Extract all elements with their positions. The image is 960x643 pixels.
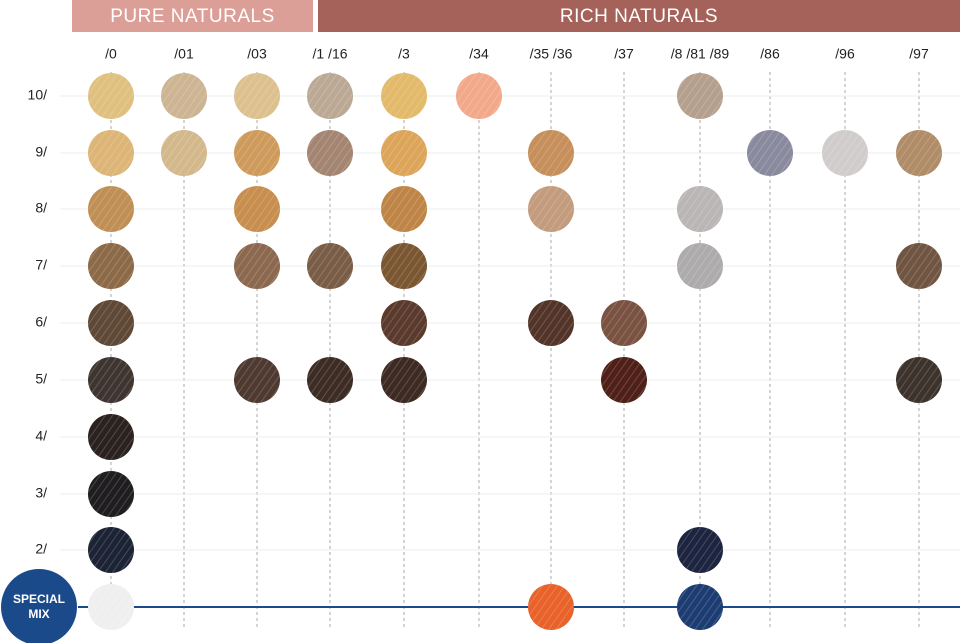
swatch-texture xyxy=(381,186,427,232)
special-label: MIX xyxy=(28,607,49,621)
swatch-texture xyxy=(601,357,647,403)
swatch-texture xyxy=(896,357,942,403)
group-label: PURE NATURALS xyxy=(110,6,275,27)
swatch-texture xyxy=(528,300,574,346)
swatch-texture xyxy=(88,73,134,119)
column-label: /0 xyxy=(105,46,117,62)
swatch-texture xyxy=(307,243,353,289)
swatch-texture xyxy=(381,130,427,176)
swatch-texture xyxy=(88,471,134,517)
column-label: /37 xyxy=(614,46,634,62)
swatch-texture xyxy=(307,73,353,119)
swatch-texture xyxy=(677,584,723,630)
swatch-texture xyxy=(528,130,574,176)
row-label: 8/ xyxy=(35,200,47,216)
special-badge xyxy=(1,569,77,643)
swatch-texture xyxy=(456,73,502,119)
swatch-texture xyxy=(88,243,134,289)
swatch-texture xyxy=(88,130,134,176)
swatch-texture xyxy=(528,584,574,630)
swatch-texture xyxy=(601,300,647,346)
row-label: 9/ xyxy=(35,144,47,160)
swatch-texture xyxy=(896,130,942,176)
swatch-texture xyxy=(88,527,134,573)
swatch-texture xyxy=(381,73,427,119)
group-bar xyxy=(318,0,960,32)
swatch-texture xyxy=(161,73,207,119)
swatch-texture xyxy=(677,73,723,119)
swatch-texture xyxy=(88,584,134,630)
swatch-texture xyxy=(88,357,134,403)
row-label: 5/ xyxy=(35,371,47,387)
swatch-texture xyxy=(677,186,723,232)
swatch-texture xyxy=(381,357,427,403)
group-label: RICH NATURALS xyxy=(560,6,718,27)
column-label: /3 xyxy=(398,46,410,62)
swatch-texture xyxy=(381,243,427,289)
swatch-texture xyxy=(307,130,353,176)
swatch-texture xyxy=(234,243,280,289)
swatch-texture xyxy=(747,130,793,176)
row-label: 6/ xyxy=(35,314,47,330)
column-label: /1 /16 xyxy=(312,46,347,62)
swatch-texture xyxy=(677,243,723,289)
swatch-texture xyxy=(234,73,280,119)
row-label: 10/ xyxy=(28,87,48,103)
row-label: 2/ xyxy=(35,541,47,557)
swatch-texture xyxy=(88,414,134,460)
swatch-texture xyxy=(234,186,280,232)
row-label: 3/ xyxy=(35,485,47,501)
swatch-texture xyxy=(234,130,280,176)
swatch-texture xyxy=(234,357,280,403)
column-label: /03 xyxy=(247,46,267,62)
column-label: /01 xyxy=(174,46,194,62)
swatch-texture xyxy=(161,130,207,176)
column-label: /35 /36 xyxy=(530,46,573,62)
group-bar xyxy=(72,0,313,32)
swatch-texture xyxy=(528,186,574,232)
swatch-texture xyxy=(88,186,134,232)
swatch-texture xyxy=(88,300,134,346)
swatch-texture xyxy=(822,130,868,176)
row-label: 7/ xyxy=(35,257,47,273)
column-label: /97 xyxy=(909,46,929,62)
special-label: SPECIAL xyxy=(13,592,65,606)
column-label: /96 xyxy=(835,46,855,62)
swatch-texture xyxy=(307,357,353,403)
swatch-texture xyxy=(896,243,942,289)
row-label: 4/ xyxy=(35,428,47,444)
swatch-texture xyxy=(381,300,427,346)
column-label: /86 xyxy=(760,46,780,62)
column-label: /34 xyxy=(469,46,489,62)
swatch-texture xyxy=(677,527,723,573)
column-label: /8 /81 /89 xyxy=(671,46,730,62)
